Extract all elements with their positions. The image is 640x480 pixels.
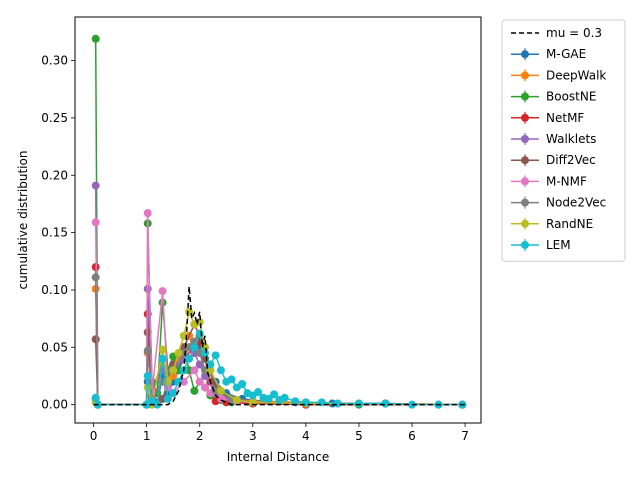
data-point bbox=[227, 375, 236, 384]
x-tick-label: 7 bbox=[461, 429, 469, 443]
data-point bbox=[254, 388, 263, 397]
legend-item: Diff2Vec bbox=[511, 153, 596, 167]
data-point bbox=[216, 366, 225, 375]
data-point bbox=[206, 360, 215, 369]
legend-label: BoostNE bbox=[546, 90, 596, 104]
x-tick-label: 1 bbox=[143, 429, 151, 443]
data-point bbox=[143, 371, 152, 380]
y-tick-label: 0.00 bbox=[41, 398, 68, 412]
data-point bbox=[216, 386, 225, 395]
data-point bbox=[91, 218, 100, 227]
legend-item: BoostNE bbox=[511, 90, 596, 104]
legend-item: LEM bbox=[511, 238, 571, 252]
legend-marker bbox=[521, 156, 529, 165]
y-axis-label: cumulative distribution bbox=[16, 151, 30, 290]
legend-label: M-NMF bbox=[546, 174, 587, 188]
legend-item: NetMF bbox=[511, 111, 584, 125]
data-point bbox=[195, 329, 204, 338]
legend-label: Diff2Vec bbox=[546, 153, 596, 167]
legend-label: DeepWalk bbox=[546, 68, 606, 82]
data-point bbox=[185, 354, 194, 363]
x-axis-label: Internal Distance bbox=[227, 450, 330, 464]
data-point bbox=[291, 397, 300, 406]
legend-label: LEM bbox=[546, 238, 571, 252]
legend-marker bbox=[521, 198, 529, 207]
data-point bbox=[264, 394, 273, 403]
data-point bbox=[163, 394, 172, 403]
legend-marker bbox=[521, 219, 529, 228]
legend-marker bbox=[521, 177, 529, 186]
y-tick-label: 0.15 bbox=[41, 226, 68, 240]
data-point bbox=[333, 399, 342, 408]
legend-marker bbox=[521, 113, 529, 122]
data-point bbox=[381, 399, 390, 408]
legend-label: M-GAE bbox=[546, 47, 586, 61]
legend-marker bbox=[521, 71, 529, 80]
legend-label: Node2Vec bbox=[546, 196, 606, 210]
data-point bbox=[91, 335, 100, 344]
data-point bbox=[280, 393, 289, 402]
legend-marker bbox=[521, 50, 529, 59]
data-point bbox=[91, 181, 100, 190]
x-tick-label: 0 bbox=[90, 429, 98, 443]
data-point bbox=[143, 209, 152, 218]
legend-item: mu = 0.3 bbox=[511, 26, 602, 40]
data-point bbox=[91, 273, 100, 282]
data-point bbox=[153, 400, 162, 409]
data-point bbox=[238, 380, 247, 389]
data-point bbox=[174, 349, 183, 358]
data-point bbox=[169, 389, 178, 398]
legend-item: Walklets bbox=[511, 132, 596, 146]
data-point bbox=[201, 383, 210, 392]
data-point bbox=[270, 390, 279, 399]
y-tick-label: 0.25 bbox=[41, 111, 68, 125]
y-tick-label: 0.20 bbox=[41, 168, 68, 182]
x-tick-label: 6 bbox=[408, 429, 416, 443]
y-tick-label: 0.05 bbox=[41, 340, 68, 354]
x-tick-label: 4 bbox=[302, 429, 310, 443]
axes-frame bbox=[74, 16, 482, 424]
legend-label: mu = 0.3 bbox=[546, 26, 602, 40]
y-tick-label: 0.30 bbox=[41, 54, 68, 68]
legend-marker bbox=[521, 135, 529, 143]
plot-area bbox=[91, 34, 467, 409]
legend-item: RandNE bbox=[511, 217, 593, 231]
data-point bbox=[143, 346, 152, 355]
data-point bbox=[158, 354, 167, 363]
data-point bbox=[158, 345, 167, 354]
series-lem bbox=[91, 329, 467, 409]
data-point bbox=[190, 366, 199, 375]
axis-ticks: 0 1 2 3 4 5 6 7 0.00 0.05 0.10 0.15 0.20 0.25 0.30 bbox=[41, 54, 469, 443]
legend-item: DeepWalk bbox=[511, 68, 606, 82]
legend-item: M-NMF bbox=[511, 174, 587, 188]
y-tick-label: 0.10 bbox=[41, 283, 68, 297]
legend-marker bbox=[521, 92, 529, 101]
legend-item: M-GAE bbox=[511, 47, 586, 61]
legend-label: RandNE bbox=[546, 217, 593, 231]
data-point bbox=[232, 396, 241, 405]
legend-label: Walklets bbox=[546, 132, 596, 146]
x-tick-label: 5 bbox=[355, 429, 363, 443]
legend-item: Node2Vec bbox=[511, 196, 606, 210]
data-point bbox=[158, 287, 167, 296]
data-point bbox=[201, 349, 210, 358]
data-point bbox=[91, 393, 100, 402]
legend-marker bbox=[521, 241, 529, 249]
data-point bbox=[211, 351, 220, 360]
data-point bbox=[169, 366, 178, 375]
legend: mu = 0.3 M-GAE DeepWalk BoostNE NetMF Walklet… bbox=[501, 19, 626, 262]
data-point bbox=[195, 360, 204, 369]
data-point bbox=[91, 34, 100, 43]
legend-label: NetMF bbox=[546, 111, 584, 125]
data-point bbox=[354, 399, 363, 408]
data-point bbox=[190, 343, 199, 352]
x-tick-label: 3 bbox=[249, 429, 257, 443]
legend-box bbox=[501, 19, 626, 262]
data-point bbox=[190, 386, 199, 395]
data-point bbox=[195, 377, 204, 386]
x-tick-label: 2 bbox=[196, 429, 204, 443]
